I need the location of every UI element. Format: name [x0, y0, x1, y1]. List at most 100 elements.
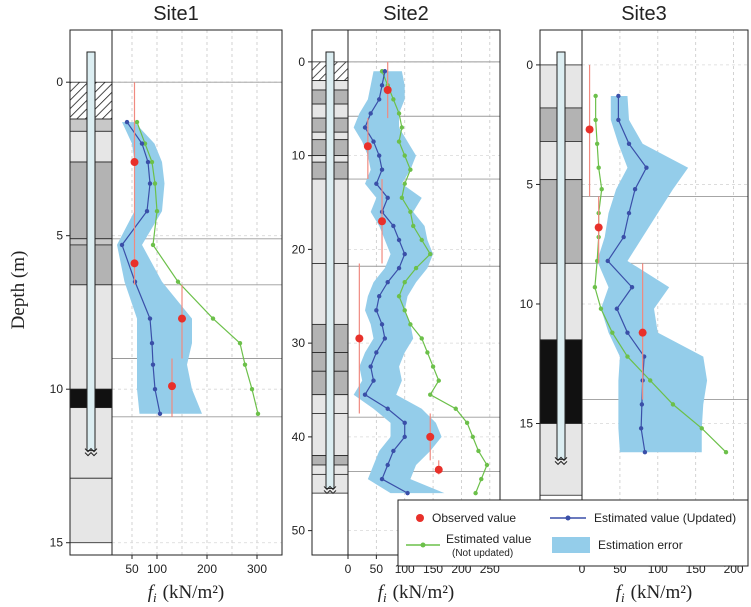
estimate-line: [136, 121, 259, 414]
estimate-point: [428, 392, 433, 397]
pile-break: [323, 485, 337, 495]
estimate-point: [419, 237, 424, 243]
x-label-sub: i: [621, 590, 625, 605]
x-label-sub: i: [153, 590, 157, 605]
estimate-point: [399, 195, 405, 201]
error-band: [597, 95, 708, 453]
pile: [556, 51, 566, 460]
observed-point: [168, 382, 176, 391]
estimate-point: [242, 362, 248, 367]
estimate-point: [670, 402, 676, 407]
estimate-point: [599, 187, 604, 192]
x-axis-label: fi (kN/m²): [148, 582, 225, 605]
estimate-point: [639, 402, 645, 407]
estimate-point: [150, 242, 156, 248]
estimate-point: [134, 119, 140, 125]
x-tick-label: 300: [247, 562, 267, 576]
y-tick-label: 30: [292, 336, 306, 350]
pile: [325, 51, 335, 489]
estimate-point: [391, 97, 396, 102]
pile-break: [84, 447, 98, 457]
estimate-line: [121, 121, 161, 414]
observed-point: [378, 217, 387, 226]
estimate-point: [408, 209, 413, 215]
x-label-symbol: f: [148, 582, 156, 603]
estimate-point: [149, 340, 155, 346]
estimate-point: [616, 117, 621, 123]
estimate-point: [632, 187, 638, 192]
estimate-point: [371, 139, 376, 144]
observed-point: [434, 465, 443, 474]
estimate-point: [396, 294, 402, 299]
x-axis-label: fi (kN/m²): [378, 582, 455, 605]
legend-marker: [552, 537, 590, 553]
estimate-point: [592, 285, 598, 290]
y-tick-label: 20: [292, 242, 306, 256]
estimate-point: [408, 322, 413, 327]
estimate-point: [625, 354, 630, 359]
estimate-point: [610, 330, 615, 335]
panel-frame: [69, 29, 283, 556]
x-tick-label: 0: [579, 562, 586, 576]
estimate-point: [408, 167, 413, 172]
estimate-point: [396, 237, 402, 243]
estimate-point: [428, 251, 433, 257]
estimate-point: [399, 125, 405, 130]
estimate-point: [419, 336, 424, 341]
observed-point: [594, 223, 603, 232]
x-tick-label: 50: [125, 562, 139, 576]
legend-label: Estimation error: [598, 538, 683, 552]
estimate-point: [402, 181, 407, 186]
estimate-point: [593, 93, 598, 99]
y-tick-label: 50: [292, 524, 306, 538]
pile: [86, 51, 96, 452]
x-label-sub: i: [383, 590, 387, 605]
estimate-point: [593, 117, 598, 123]
estimate-point: [154, 208, 160, 214]
y-tick-label: 0: [298, 55, 305, 69]
estimate-point: [385, 279, 390, 285]
x-axis-label: fi (kN/m²): [616, 582, 693, 605]
estimate-point: [625, 330, 630, 335]
observed-point: [355, 334, 364, 343]
estimate-point: [594, 141, 600, 146]
estimate-point: [374, 181, 379, 186]
estimate-point: [402, 308, 407, 313]
legend-label: Estimated value (Not updated): [446, 532, 532, 559]
estimate-point: [396, 139, 402, 144]
y-tick-label: 10: [50, 382, 64, 396]
y-tick-label: 5: [56, 229, 63, 243]
legend: Observed value Estimated value (Updated) E…: [397, 499, 749, 567]
error-band: [117, 122, 202, 414]
estimate-point: [374, 308, 379, 313]
observed-point: [585, 125, 594, 134]
panel: Site1 0 5 10 15 50 100 200 300 fi (kN/m²): [50, 3, 283, 605]
estimate-line: [594, 95, 727, 453]
y-tick-label: 10: [520, 297, 534, 311]
estimate-point: [626, 141, 632, 146]
observed-point: [178, 314, 186, 323]
estimate-point: [362, 125, 368, 130]
estimate-point: [436, 378, 441, 383]
legend-label: Estimated value (Updated): [594, 511, 736, 525]
panel-title: Site1: [153, 3, 199, 25]
x-label-unit: (kN/m²): [631, 582, 693, 603]
estimate-point: [402, 420, 407, 426]
observed-point: [130, 259, 139, 268]
soil-layer: [69, 477, 113, 544]
estimate-point: [629, 285, 635, 290]
x-tick-label: 0: [345, 562, 352, 576]
error-band: [353, 71, 445, 494]
estimate-point: [379, 83, 385, 88]
estimate-point: [362, 392, 368, 397]
estimate-point: [479, 476, 484, 482]
estimate-point: [139, 141, 145, 146]
estimate-point: [152, 181, 158, 186]
estimate-point: [476, 448, 481, 454]
y-axis-label: Depth (m): [8, 251, 29, 330]
estimate-point: [464, 420, 470, 426]
estimate-point: [368, 111, 373, 116]
estimate-point: [371, 378, 376, 383]
